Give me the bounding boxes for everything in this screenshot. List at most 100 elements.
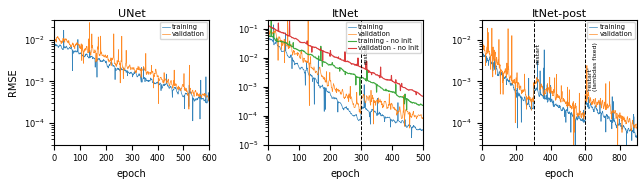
training - no init [419, 104, 427, 107]
X-axis label: epoch: epoch [545, 169, 574, 179]
training - no init [364, 80, 372, 82]
validation [506, 76, 513, 78]
X-axis label: epoch: epoch [117, 169, 147, 179]
Text: 'restart'
(lambdas fixed): 'restart' (lambdas fixed) [587, 42, 598, 91]
training [572, 152, 579, 154]
validation [205, 99, 213, 101]
training [60, 29, 68, 31]
validation [406, 127, 413, 129]
Line: training: training [482, 50, 637, 153]
validation - no init [264, 25, 272, 27]
validation [310, 69, 317, 71]
validation [570, 157, 577, 159]
training [364, 110, 372, 112]
validation - no init [310, 46, 317, 48]
validation [60, 38, 68, 40]
validation [364, 100, 372, 102]
validation - no init [419, 95, 427, 97]
validation [51, 38, 58, 40]
X-axis label: epoch: epoch [331, 169, 360, 179]
Legend: training, validation: training, validation [587, 22, 635, 39]
training [80, 55, 88, 57]
training [205, 101, 213, 103]
validation [196, 96, 204, 98]
Title: ItNet: ItNet [332, 9, 359, 19]
Line: validation: validation [482, 28, 637, 158]
training [189, 120, 196, 122]
Line: validation: validation [54, 23, 209, 109]
validation [530, 85, 538, 87]
validation - no init [419, 95, 426, 97]
validation [419, 116, 427, 119]
validation [303, 61, 310, 64]
training [366, 111, 374, 113]
Line: validation - no init: validation - no init [268, 20, 423, 96]
training [581, 102, 589, 104]
training [264, 36, 272, 38]
training - no init [366, 80, 374, 83]
training [196, 96, 204, 98]
Line: training - no init: training - no init [268, 21, 423, 110]
training [201, 99, 209, 101]
validation [554, 95, 562, 97]
validation - no init [321, 51, 329, 53]
validation - no init [393, 82, 401, 84]
validation [499, 70, 506, 72]
Title: ItNet-post: ItNet-post [532, 9, 587, 19]
Text: restart: restart [363, 42, 368, 64]
training [303, 68, 310, 70]
training [174, 93, 182, 95]
training [540, 49, 548, 51]
training [51, 43, 58, 45]
training [321, 87, 329, 89]
validation [478, 44, 486, 46]
training [310, 77, 317, 79]
validation - no init [303, 43, 310, 45]
Legend: training, validation: training, validation [159, 22, 207, 39]
validation - no init [366, 71, 374, 73]
validation [102, 56, 109, 58]
validation [201, 94, 209, 96]
training - no init [393, 94, 401, 96]
training [506, 80, 513, 82]
validation [79, 50, 87, 52]
Line: validation: validation [268, 21, 423, 128]
training - no init [268, 20, 275, 22]
training - no init [264, 35, 272, 37]
Text: restart: restart [536, 42, 540, 64]
training [61, 47, 68, 49]
training [102, 62, 109, 64]
Line: training: training [54, 30, 209, 121]
training [499, 74, 506, 76]
training [419, 129, 427, 131]
validation [185, 108, 193, 110]
Y-axis label: RMSE: RMSE [8, 69, 18, 96]
validation [595, 101, 602, 103]
validation - no init [364, 69, 372, 72]
validation - no init [285, 19, 293, 21]
training [269, 24, 277, 26]
training [633, 134, 640, 136]
training - no init [403, 109, 410, 111]
training [530, 85, 538, 87]
validation [633, 128, 640, 130]
validation [264, 27, 272, 29]
validation [321, 77, 329, 79]
validation [393, 114, 401, 116]
Line: training: training [268, 25, 423, 138]
training [595, 113, 602, 115]
validation [581, 93, 589, 95]
validation [174, 89, 182, 91]
training [408, 137, 415, 139]
Title: UNet: UNet [118, 9, 146, 19]
training - no init [310, 55, 317, 57]
training [478, 52, 486, 54]
validation [284, 20, 291, 22]
Legend: training, validation, training - no init, validation - no init: training, validation, training - no init… [346, 22, 421, 53]
validation [488, 27, 496, 29]
training [393, 121, 401, 123]
validation [366, 101, 374, 103]
training - no init [321, 61, 329, 63]
training [554, 105, 562, 107]
validation [86, 22, 93, 24]
